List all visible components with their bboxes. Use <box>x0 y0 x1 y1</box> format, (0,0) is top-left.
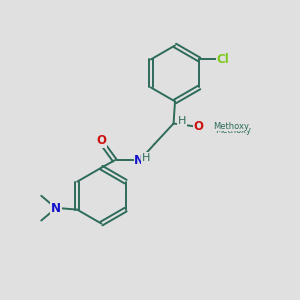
Text: Methoxy: Methoxy <box>215 126 251 135</box>
Text: O: O <box>96 134 106 147</box>
Text: N: N <box>134 154 144 167</box>
Text: Cl: Cl <box>216 53 229 66</box>
Text: Methoxy: Methoxy <box>213 122 249 131</box>
Text: O: O <box>194 120 204 133</box>
Text: H: H <box>178 116 186 126</box>
Text: N: N <box>51 202 61 215</box>
Text: H: H <box>142 153 150 163</box>
